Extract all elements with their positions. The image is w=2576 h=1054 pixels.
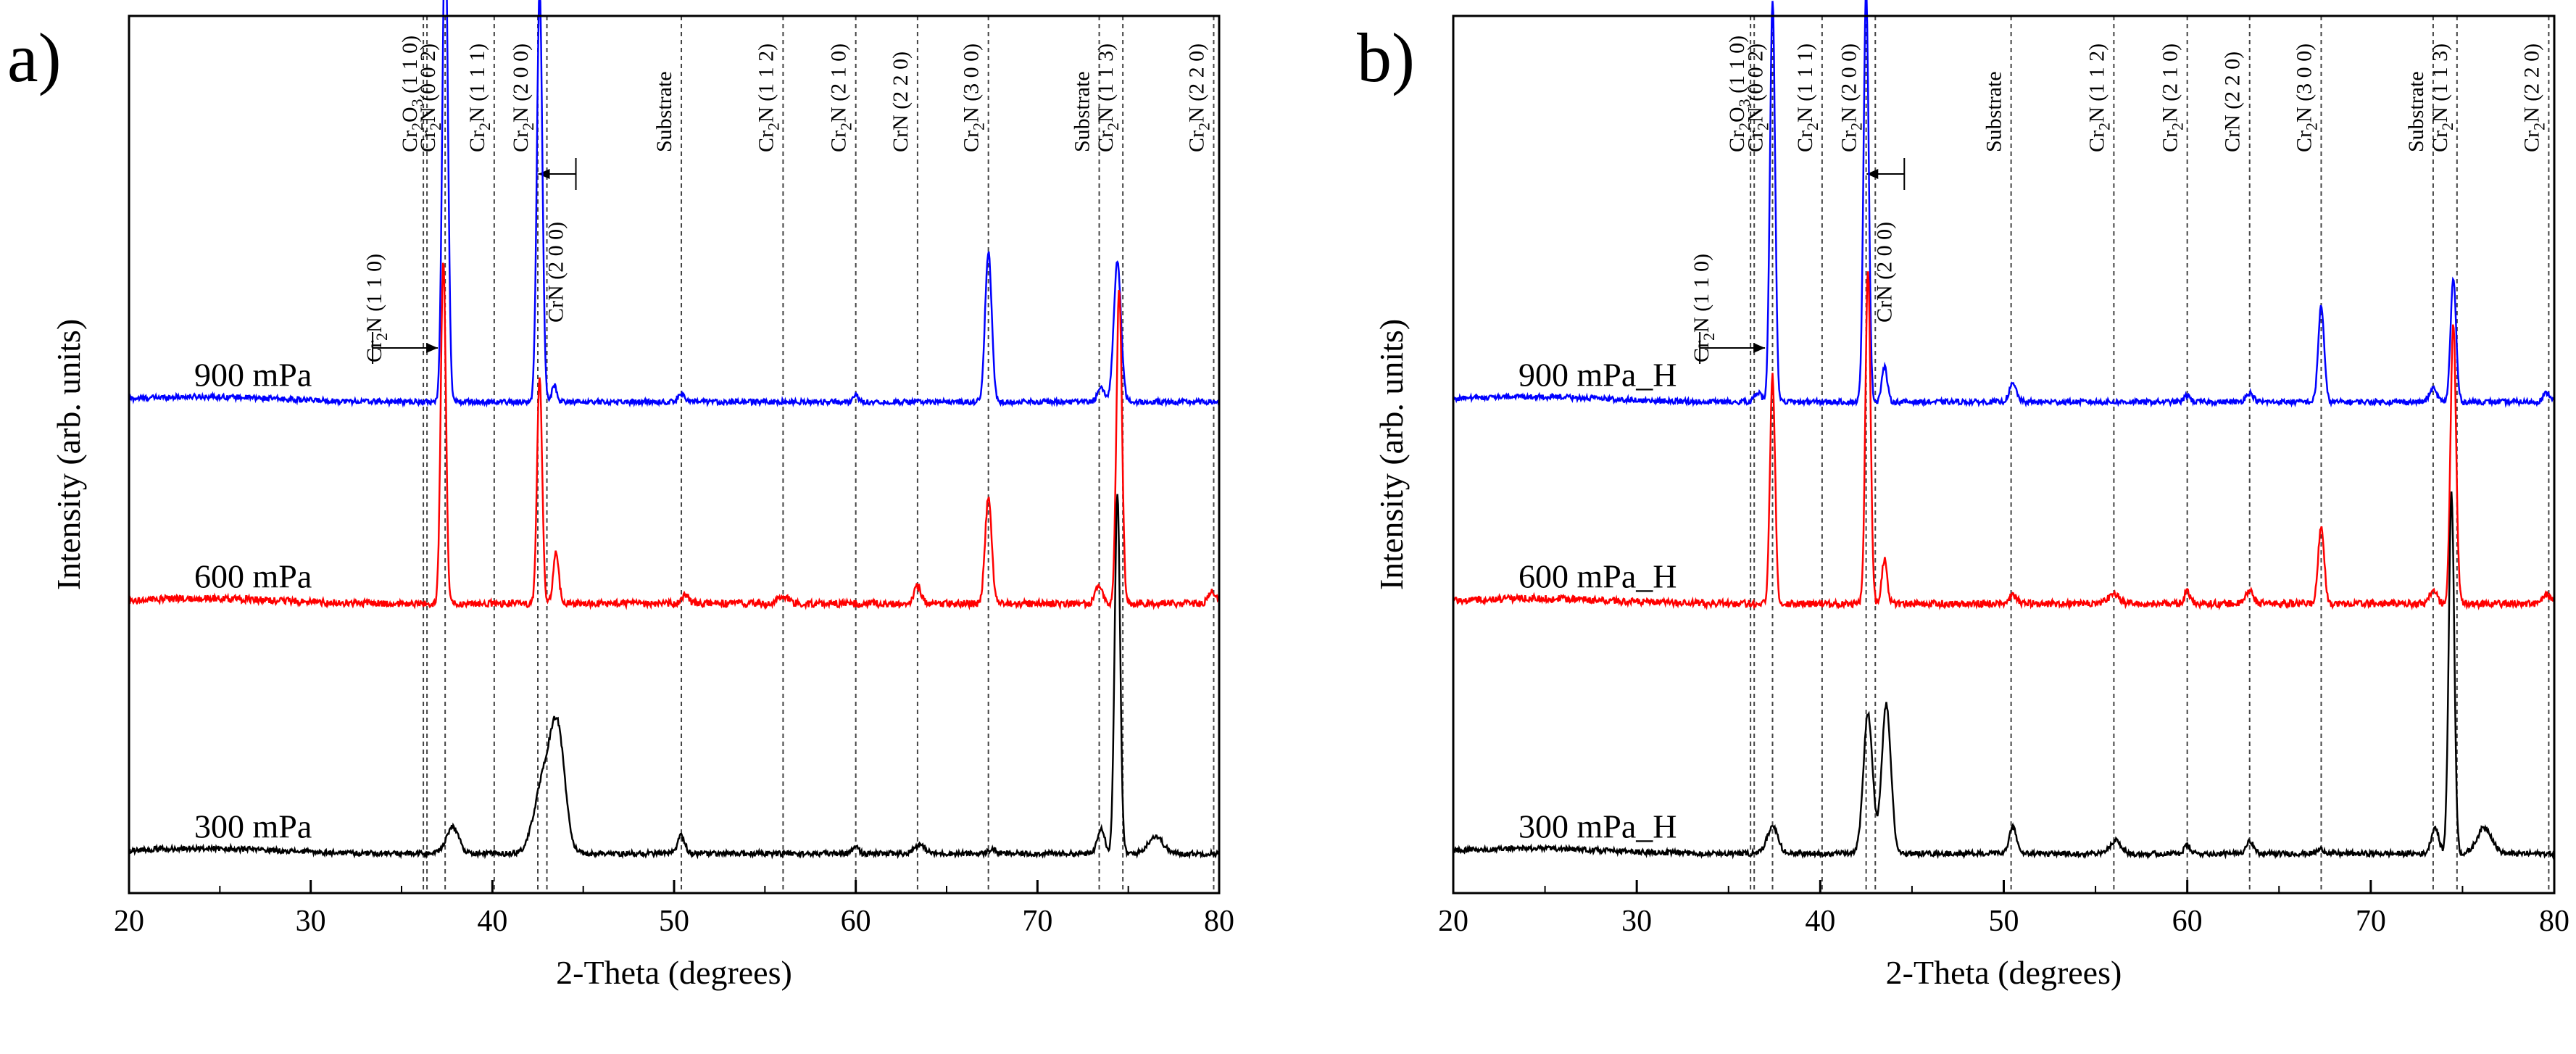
x-tick-label: 50 <box>659 905 689 938</box>
x-tick-label: 20 <box>1438 905 1468 938</box>
x-axis-title: 2-Theta (degrees) <box>1886 954 2122 991</box>
reference-label: CrN (2 0 0) <box>1872 222 1896 323</box>
reference-label: Cr2N (3 0 0) <box>960 43 988 152</box>
series-label: 900 mPa <box>194 356 312 393</box>
x-tick-label: 30 <box>1621 905 1652 938</box>
arrow-head-icon <box>426 343 439 353</box>
y-axis-title: Intensity (arb. units) <box>50 319 87 590</box>
reference-label: Cr2N (1 1 1) <box>465 43 494 152</box>
reference-label: CrN (2 0 0) <box>544 222 568 323</box>
series-line <box>1453 271 2556 611</box>
series-line <box>1453 0 2556 408</box>
panel-letter: b) <box>1357 19 1415 96</box>
reference-label: Cr2O3 (1 1 0) <box>398 36 426 152</box>
reference-label: Substrate <box>2404 71 2428 152</box>
reference-label: Cr2N (1 1 0) <box>1690 254 1718 362</box>
reference-label: Cr2N (1 1 1) <box>1793 43 1821 152</box>
series-label: 300 mPa <box>194 808 312 845</box>
series-line <box>1452 491 2555 860</box>
reference-label: Cr2N (2 2 0) <box>1184 43 1213 152</box>
reference-label: Cr2N (2 1 0) <box>2159 43 2187 152</box>
arrow-head-icon <box>538 169 550 179</box>
x-tick-label: 40 <box>477 905 507 938</box>
series-label: 900 mPa_H <box>1518 356 1677 393</box>
reference-label: Cr2N (1 1 3) <box>2428 43 2456 152</box>
arrow-head-icon <box>1866 169 1879 179</box>
panel-b: b) Cr2N (1 1 0) Cr2O3 (1 1 0)Cr2N (0 0 2) C… <box>1357 0 2569 991</box>
x-tick-label: 80 <box>1204 905 1234 938</box>
reference-label: Cr2N (2 1 0) <box>827 43 855 152</box>
x-tick-label: 70 <box>2356 905 2386 938</box>
series-label: 300 mPa_H <box>1518 808 1677 845</box>
x-tick-label: 60 <box>2172 905 2203 938</box>
reference-label: Cr2N (2 0 0) <box>509 43 537 152</box>
series-label: 600 mPa_H <box>1518 558 1677 595</box>
x-tick-label: 80 <box>2539 905 2569 938</box>
panel-a: a) Cr2N (1 1 0) Cr2O3 (1 1 0)Cr2N (0 0 2) C… <box>7 0 1234 991</box>
x-tick-label: 50 <box>1989 905 2019 938</box>
reference-label: Cr2N (0 0 2) <box>1744 43 1772 152</box>
x-axis-title: 2-Theta (degrees) <box>556 954 792 991</box>
reference-label: Cr2O3 (1 1 0) <box>1725 36 1753 152</box>
x-tick-label: 30 <box>296 905 326 938</box>
series-label: 600 mPa <box>194 558 312 595</box>
x-tick-label: 40 <box>1805 905 1835 938</box>
reference-label: Substrate <box>1982 71 2006 152</box>
reference-label: Cr2N (1 1 2) <box>2085 43 2113 152</box>
reference-label: CrN (2 2 0) <box>889 51 913 152</box>
reference-label: CrN (2 2 0) <box>2221 51 2245 152</box>
reference-label: Cr2N (2 0 0) <box>1837 43 1866 152</box>
series-line <box>128 0 1221 408</box>
reference-label: Cr2N (1 1 3) <box>1094 43 1122 152</box>
reference-label: Cr2N (1 1 0) <box>362 254 391 362</box>
series-line <box>128 494 1220 860</box>
reference-label: Cr2N (3 0 0) <box>2292 43 2320 152</box>
reference-label: Cr2N (1 1 2) <box>754 43 782 152</box>
reference-label: Cr2N (2 2 0) <box>2519 43 2548 152</box>
reference-label: Substrate <box>1071 71 1094 152</box>
x-tick-label: 70 <box>1022 905 1052 938</box>
y-axis-title: Intensity (arb. units) <box>1373 319 1410 590</box>
series-line <box>128 262 1221 611</box>
reference-label: Cr2N (0 0 2) <box>416 43 444 152</box>
arrow-head-icon <box>1753 343 1766 353</box>
x-tick-label: 20 <box>114 905 144 938</box>
x-tick-label: 60 <box>841 905 871 938</box>
reference-label: Substrate <box>652 71 676 152</box>
panel-letter: a) <box>7 19 62 96</box>
